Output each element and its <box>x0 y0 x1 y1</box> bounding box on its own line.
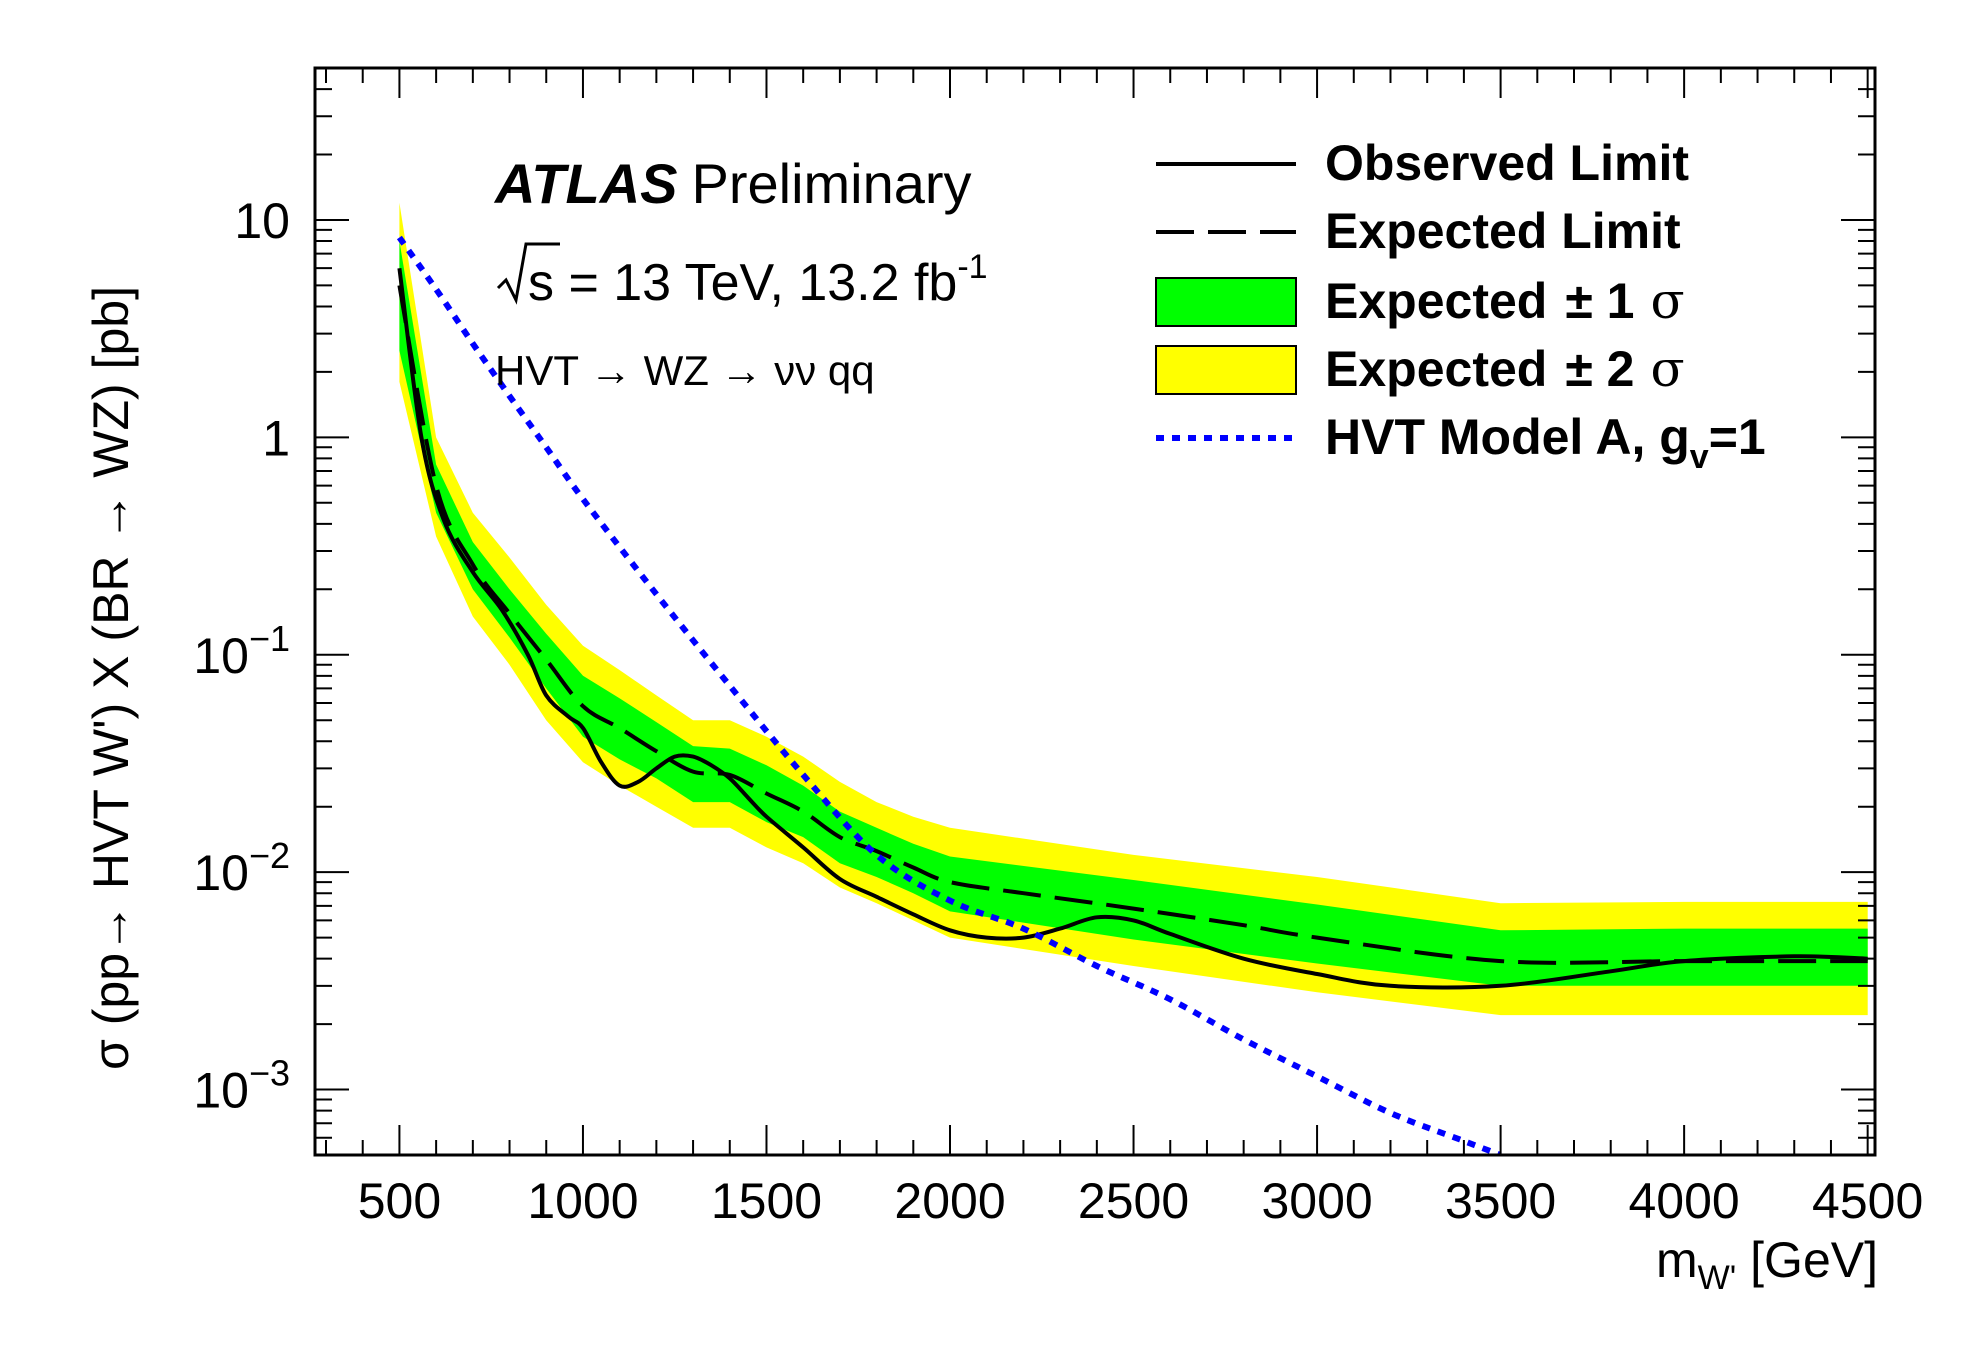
x-axis-title-unit: [GeV] <box>1736 1232 1878 1288</box>
x-tick-label: 3500 <box>1445 1173 1556 1229</box>
y-tick-label: 10−3 <box>193 1053 290 1119</box>
x-axis-title-main: m <box>1656 1232 1698 1288</box>
lumi-unit-exponent: -1 <box>957 248 987 286</box>
x-tick-label: 1000 <box>527 1173 638 1229</box>
y-tick-label-base: 10 <box>193 845 249 901</box>
x-tick-labels: 500 1000 1500 2000 2500 3000 3500 4000 4500 <box>358 1173 1924 1229</box>
legend-one-sigma-label: Expected ± 1 σ <box>1325 272 1685 330</box>
energy-lumi-main: s = 13 TeV, 13.2 fb <box>528 254 957 312</box>
legend-expected-label: Expected Limit <box>1325 203 1681 259</box>
plot-area <box>396 202 1868 1155</box>
y-tick-label-exponent: −1 <box>249 618 290 659</box>
y-tick-label: 1 <box>262 410 290 466</box>
legend-two-sigma-label: Expected ± 2 σ <box>1325 340 1685 398</box>
x-tick-label: 2000 <box>894 1173 1005 1229</box>
plot-frame <box>313 66 1877 1157</box>
y-tick-label: 10−2 <box>193 835 290 901</box>
y-tick-label-base: 10 <box>193 1063 249 1119</box>
energy-lumi-text: s = 13 TeV, 13.2 fb-1 <box>528 248 988 312</box>
y-axis-title: σ (pp→ HVT W') X (BR → WZ) [pb] <box>83 286 139 1070</box>
y-tick-label: 10 <box>234 193 290 249</box>
experiment-status: Preliminary <box>692 152 972 215</box>
x-tick-label: 1500 <box>711 1173 822 1229</box>
legend-one-sigma-word: Expected <box>1325 273 1547 329</box>
axis-ticks <box>315 67 1875 1156</box>
x-tick-label: 2500 <box>1078 1173 1189 1229</box>
observed-limit-line <box>397 267 1868 990</box>
legend-model-sub: v <box>1690 438 1709 476</box>
hvt-model-a-line <box>396 235 1502 1155</box>
legend-model-tail: =1 <box>1709 409 1766 465</box>
legend-two-sigma-word: Expected <box>1325 341 1547 397</box>
y-tick-label: 10−1 <box>193 618 290 684</box>
legend-two-sigma-pm: ± 2 <box>1565 341 1634 397</box>
legend-one-sigma-swatch <box>1155 277 1297 327</box>
one-sigma-band <box>399 241 1868 986</box>
x-tick-label: 4000 <box>1629 1173 1740 1229</box>
y-tick-label-base: 10 <box>193 628 249 684</box>
x-tick-label: 3000 <box>1261 1173 1372 1229</box>
legend-one-sigma-pm: ± 1 <box>1565 273 1634 329</box>
legend-one-sigma-symbol: σ <box>1650 272 1684 330</box>
legend: Observed Limit Expected Limit Expected ± … <box>1155 135 1766 476</box>
experiment-name: ATLAS <box>493 152 678 215</box>
legend-two-sigma-swatch <box>1155 345 1297 395</box>
y-tick-label-exponent: −3 <box>249 1053 290 1094</box>
expected-limit-line <box>397 285 1868 965</box>
energy-label: s = 13 TeV, 13.2 fb-1 <box>496 242 988 312</box>
legend-two-sigma-symbol: σ <box>1650 340 1684 398</box>
atlas-label: ATLAS Preliminary <box>493 152 972 215</box>
y-tick-label-exponent: −2 <box>249 835 290 876</box>
x-tick-label: 500 <box>358 1173 441 1229</box>
x-axis-title: mW' [GeV] <box>1656 1232 1878 1297</box>
sqrt-sign-icon <box>496 242 560 305</box>
x-axis-title-sub: W' <box>1698 1259 1737 1297</box>
legend-model-label: HVT Model A, gv=1 <box>1325 409 1766 476</box>
legend-observed-label: Observed Limit <box>1325 135 1689 191</box>
channel-label: HVT → WZ → νν qq <box>495 347 875 394</box>
legend-model-main: HVT Model A, g <box>1325 409 1690 465</box>
x-tick-label: 4500 <box>1812 1173 1923 1229</box>
